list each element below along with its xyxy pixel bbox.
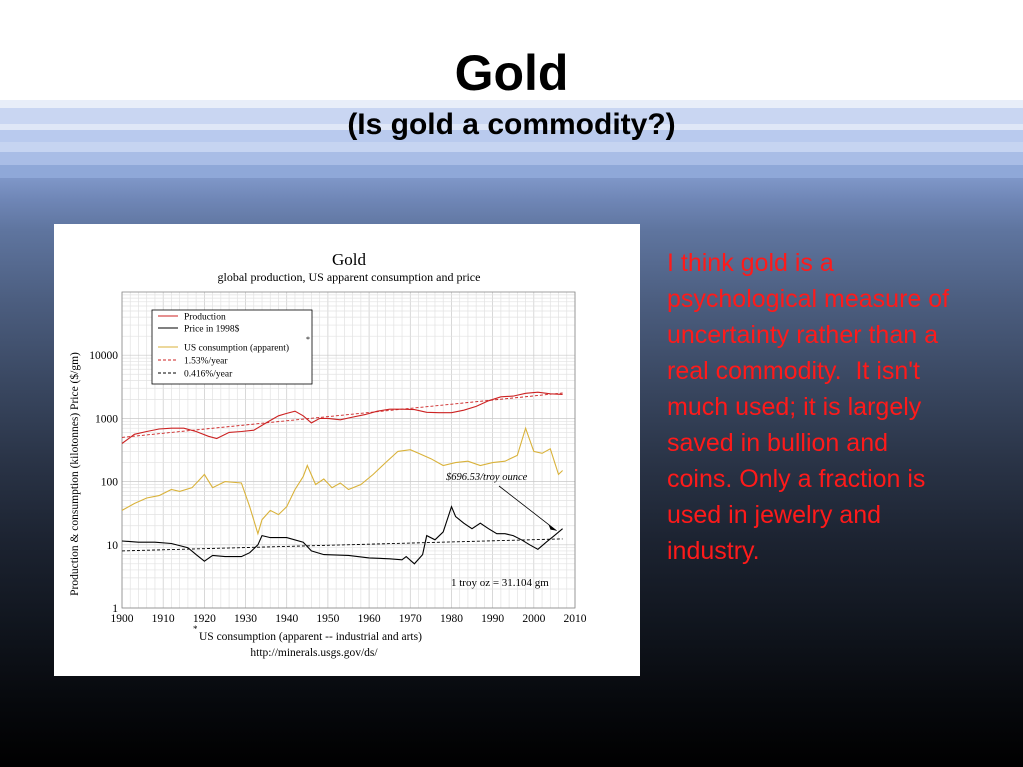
x-tick-label: 1940 xyxy=(275,613,298,625)
series-line-0 xyxy=(121,391,563,444)
x-tick-label: 1980 xyxy=(440,613,463,625)
y-tick-label: 1 xyxy=(112,603,118,615)
plot-frame xyxy=(121,291,576,609)
slide-subtitle: (Is gold a commodity?) xyxy=(347,108,676,141)
annotation-arrowhead xyxy=(548,524,557,531)
series-line-2 xyxy=(121,426,563,536)
chart-ylabel: Production & consumption (kilotonnes) Pr… xyxy=(68,352,81,596)
legend-entry: Production xyxy=(184,313,226,323)
x-tick-label: 1990 xyxy=(481,613,504,625)
chart-subtitle: global production, US apparent consumpti… xyxy=(218,270,481,284)
x-tick-label: 2010 xyxy=(564,613,587,625)
legend-entry: Price in 1998$ xyxy=(184,324,240,335)
y-tick-label: 10 xyxy=(107,540,119,552)
plot-area: 1900 1910 1920 1930 1940 1950 1960 1970 1980 1990… xyxy=(89,291,587,625)
series-line-1 xyxy=(121,505,563,565)
chart-panel: Gold global production, US apparent cons… xyxy=(54,224,640,676)
series-line-4 xyxy=(121,538,563,552)
legend-entry: 1.53%/year xyxy=(184,357,228,367)
price-annotation: $696.53/troy ounce xyxy=(446,472,528,483)
legend-footnote-marker: * xyxy=(306,335,310,344)
conversion-note: 1 troy oz = 31.104 gm xyxy=(451,577,549,589)
chart-title: Gold xyxy=(332,250,367,269)
chart-footnote-marker: * xyxy=(193,624,198,634)
slide-title: Gold xyxy=(454,45,569,101)
x-tick-label: 1930 xyxy=(234,613,257,625)
chart-source: http://minerals.usgs.gov/ds/ xyxy=(250,647,378,659)
legend-box xyxy=(151,309,313,385)
x-tick-label: 2000 xyxy=(522,613,545,625)
x-tick-label: 1960 xyxy=(358,613,381,625)
x-tick-label: 1920 xyxy=(193,613,216,625)
x-tick-label: 1970 xyxy=(399,613,422,625)
x-tick-label: 1910 xyxy=(152,613,175,625)
chart-footnote: US consumption (apparent -- industrial a… xyxy=(199,631,422,643)
x-tick-label: 1950 xyxy=(316,613,339,625)
side-commentary: I think gold is a psychological measure … xyxy=(667,249,957,565)
annotation-arrow xyxy=(498,485,557,531)
y-tick-label: 100 xyxy=(101,477,119,489)
gold-chart: Gold global production, US apparent cons… xyxy=(68,250,587,659)
series-line-3 xyxy=(121,392,563,438)
legend-entry: 0.416%/year xyxy=(184,370,233,380)
y-tick-label: 10000 xyxy=(89,350,118,362)
y-tick-label: 1000 xyxy=(95,413,118,425)
x-tick-label: 1900 xyxy=(111,613,134,625)
legend-entry: US consumption (apparent) xyxy=(184,343,289,354)
